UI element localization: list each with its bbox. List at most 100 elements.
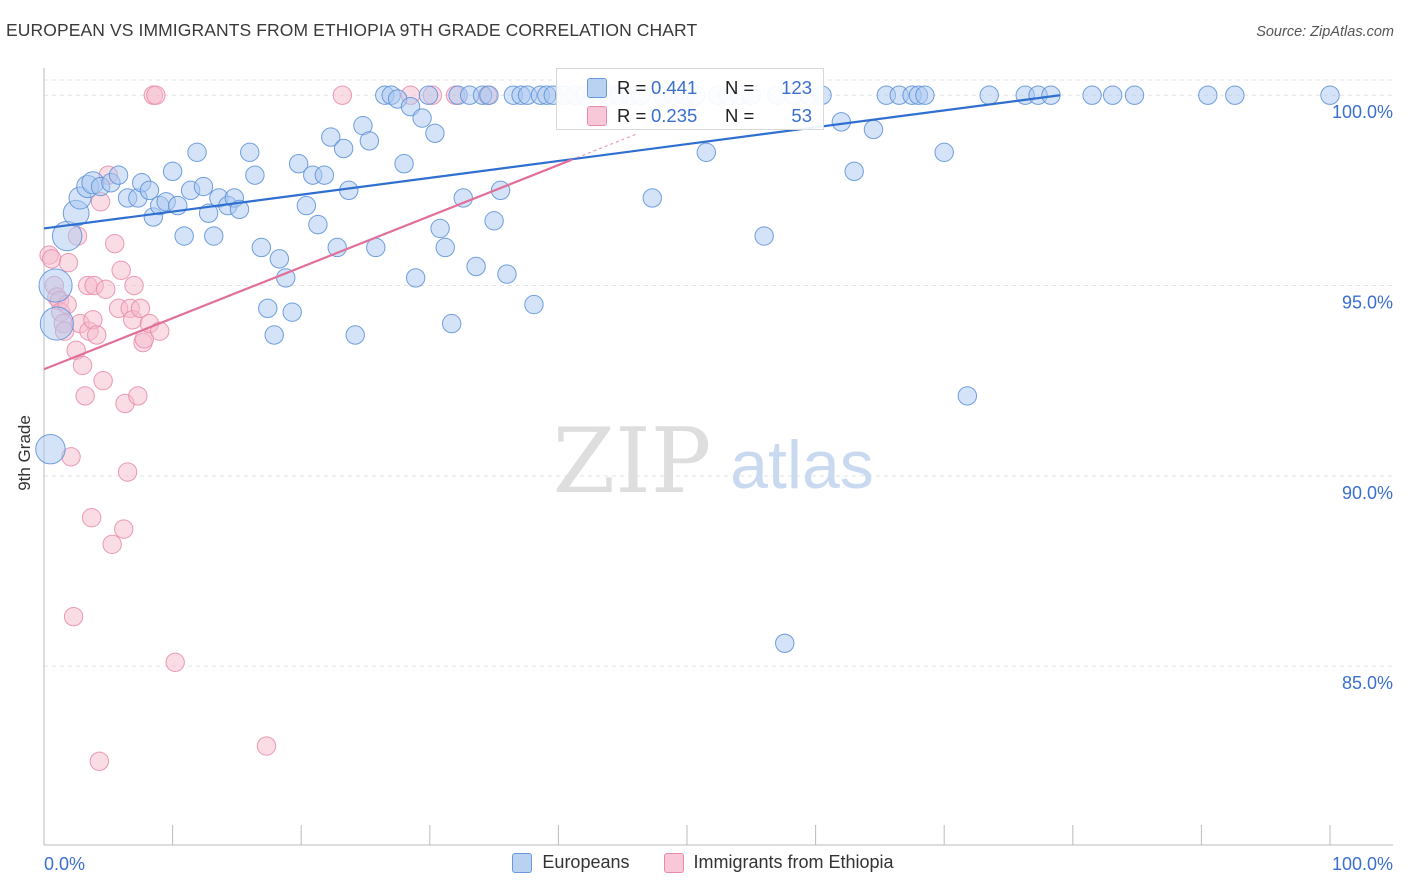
europeans-point [430,218,450,239]
ethiopia-point [81,507,102,528]
y-tick-label: 100.0% [1332,102,1393,122]
watermark-zip: ZIP [553,409,712,514]
ethiopia-point [128,386,148,406]
legend-swatch-europeans [512,852,533,873]
europeans-point [441,313,462,334]
europeans-point [264,325,284,345]
europeans-point [240,142,260,163]
europeans-point [321,127,341,147]
legend-n-label: N = [725,105,755,126]
legend-swatch-ethiopia [587,106,607,126]
europeans-point [314,165,335,185]
europeans-point [198,203,219,223]
legend-n-value: 53 [791,105,812,126]
europeans-point [479,85,499,105]
legend-swatch-europeans [587,78,607,98]
ethiopia-point [93,370,113,391]
ethiopia-point [256,736,277,756]
europeans-point [412,108,432,128]
europeans-point [524,294,544,315]
europeans-point [258,298,278,319]
europeans-point [204,226,224,246]
ethiopia-point [42,249,62,269]
europeans-point [35,433,66,465]
europeans-point [754,226,774,246]
ethiopia-point [63,606,84,627]
source-label: Source: ZipAtlas.com [1256,24,1394,40]
legend-n-value: 123 [781,77,812,98]
europeans-point [1082,85,1102,105]
axes [43,68,1393,846]
legend-r-label: R = [617,105,647,126]
ethiopia-point [105,233,125,254]
ethiopia-point [58,252,79,273]
europeans-point [345,325,365,345]
x-tick-label-min: 0.0% [44,854,85,874]
ethiopia-point [332,85,353,105]
europeans-point [333,138,354,159]
europeans-point [229,199,250,220]
legend-row-ethiopia: R = 0.235 N = 53 [557,101,825,131]
x-tick-label-max: 100.0% [1332,854,1393,874]
europeans-point [696,142,716,163]
europeans-point [405,268,426,288]
europeans-point [844,161,864,182]
europeans-point [39,306,74,341]
ethiopia-point [150,321,170,341]
ethiopia-point [114,519,134,539]
europeans-point [193,176,214,197]
legend-row-europeans: R = 0.441 N = 123 [557,73,825,103]
stats-legend: R = 0.441 N = 123 R = 0.235 N = 53 [556,68,824,130]
europeans-point [400,96,421,117]
europeans-point [296,195,317,216]
europeans-point [418,85,439,105]
europeans-point [269,249,290,269]
europeans-point [1198,85,1218,105]
europeans-point [934,142,954,163]
watermark-atlas: atlas [730,427,874,503]
series-legend: Europeans Immigrants from Ethiopia [0,852,1406,873]
legend-n-label: N = [725,77,755,98]
y-tick-label: 90.0% [1342,483,1393,503]
ethiopia-point [124,275,144,296]
europeans-point [1320,85,1340,105]
europeans-point [497,264,517,284]
europeans-point [979,85,999,105]
y-tick-label: 85.0% [1342,673,1393,693]
europeans-point [1225,85,1245,105]
chart-title: EUROPEAN VS IMMIGRANTS FROM ETHIOPIA 9TH… [6,20,698,40]
ethiopia-point [130,298,151,319]
europeans-points [35,85,1340,653]
europeans-point [139,180,160,201]
europeans-point [775,633,795,653]
y-axis-label: 9th Grade [15,415,34,491]
ethiopia-trendline [43,158,572,371]
ethiopia-point [72,355,93,376]
europeans-point [435,237,455,258]
europeans-point [1102,85,1123,105]
tick-labels: 85.0% 90.0% 95.0% 100.0% 0.0% 100.0% [44,102,1393,874]
ethiopia-point [89,751,109,771]
europeans-point [251,237,272,258]
europeans-point [174,226,194,246]
legend-item-ethiopia[interactable]: Immigrants from Ethiopia [663,852,894,873]
ethiopia-point [111,260,131,280]
europeans-point [915,85,935,105]
europeans-point [863,119,884,140]
europeans-point [484,211,504,231]
gridlines [44,79,1395,667]
ethiopia-point [96,279,116,300]
europeans-point [245,165,265,185]
europeans-point [308,214,328,235]
legend-label-ethiopia: Immigrants from Ethiopia [693,852,894,872]
ethiopia-point [117,462,138,482]
legend-item-europeans[interactable]: Europeans [512,852,630,873]
europeans-point [162,161,183,182]
europeans-point [38,268,73,303]
ethiopia-point [87,325,107,345]
europeans-point [1124,85,1145,105]
europeans-point [831,112,852,132]
y-tick-label: 95.0% [1342,293,1393,313]
legend-label-europeans: Europeans [542,852,630,872]
europeans-point [466,256,486,277]
